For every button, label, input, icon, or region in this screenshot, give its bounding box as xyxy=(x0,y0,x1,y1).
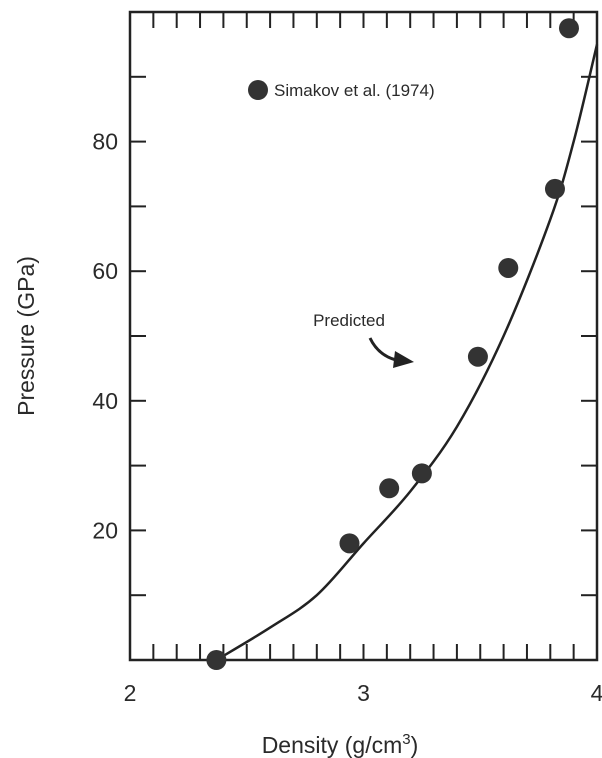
data-point xyxy=(411,463,432,484)
tick-marks-group xyxy=(129,12,598,660)
annotation-arrowhead-icon xyxy=(393,351,414,368)
y-axis-title: Pressure (GPa) xyxy=(13,256,39,416)
data-point xyxy=(467,346,488,367)
plot-frame xyxy=(128,10,599,662)
data-point xyxy=(379,478,400,499)
data-point xyxy=(558,18,579,39)
x-axis-title-sup: 3 xyxy=(402,731,410,748)
plot-frame-group xyxy=(128,10,599,662)
legend-label: Simakov et al. (1974) xyxy=(274,81,435,100)
x-axis-title-close: ) xyxy=(411,732,419,758)
predicted-curve-group xyxy=(215,44,599,662)
legend-marker xyxy=(248,80,268,100)
data-points-group xyxy=(206,18,579,670)
y-tick-label: 80 xyxy=(92,129,118,155)
data-point xyxy=(498,257,519,278)
labels-group: 2 3 4 20 40 60 80 xyxy=(92,129,602,706)
y-tick-label: 20 xyxy=(92,517,118,543)
x-tick-label: 3 xyxy=(357,680,370,706)
predicted-label: Predicted xyxy=(313,311,385,330)
data-point xyxy=(544,178,565,199)
legend: Simakov et al. (1974) xyxy=(248,80,435,100)
annotation-arrow-icon xyxy=(368,337,397,362)
predicted-curve xyxy=(215,44,599,662)
y-tick-label: 60 xyxy=(92,258,118,284)
x-tick-label: 2 xyxy=(124,680,137,706)
predicted-annotation: Predicted xyxy=(313,311,414,368)
x-axis-title-main: Density (g/cm xyxy=(262,732,403,758)
x-axis-title: Density (g/cm3) xyxy=(262,731,419,758)
x-tick-label: 4 xyxy=(591,680,602,706)
data-point xyxy=(339,533,360,554)
data-point xyxy=(206,650,227,670)
y-tick-label: 40 xyxy=(92,388,118,414)
